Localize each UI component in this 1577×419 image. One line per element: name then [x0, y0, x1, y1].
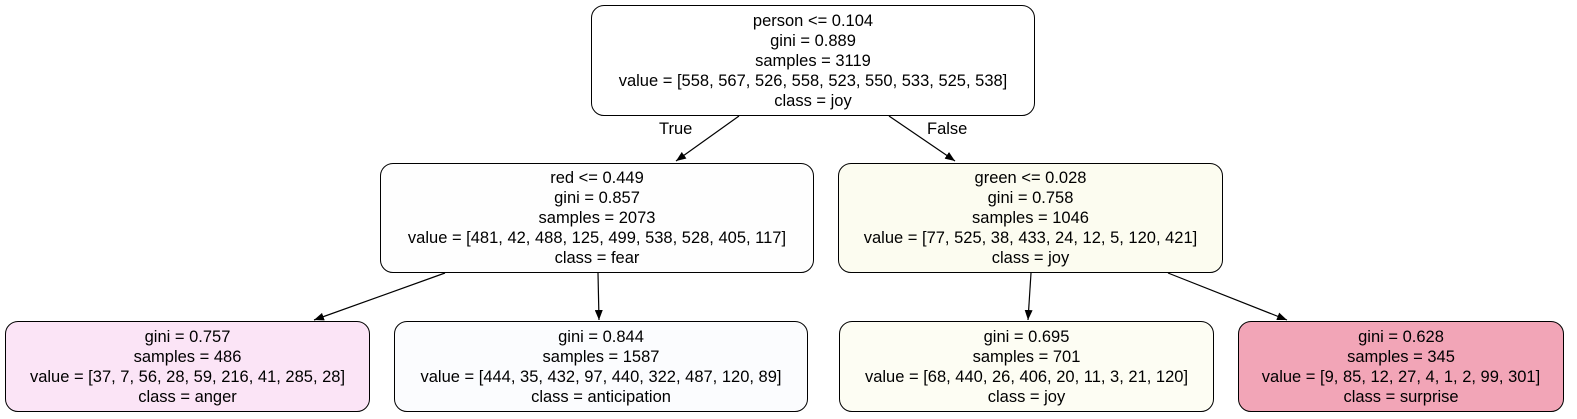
- node-line: gini = 0.844: [558, 327, 644, 346]
- node-line: gini = 0.695: [983, 327, 1070, 346]
- node-line: value = [77, 525, 38, 433, 24, 12, 5, 12…: [863, 229, 1198, 247]
- node-line: samples = 486: [133, 347, 242, 366]
- node-line: green <= 0.028: [974, 169, 1087, 187]
- node-line: value = [481, 42, 488, 125, 499, 538, 52…: [407, 229, 787, 247]
- node-line: samples = 2073: [538, 209, 656, 227]
- tree-node-left: red <= 0.449 gini = 0.857 samples = 2073…: [380, 163, 814, 273]
- edge-left-lr: [594, 272, 603, 321]
- node-line: samples = 345: [1347, 347, 1455, 366]
- edge-right-rl: [1024, 272, 1033, 321]
- tree-leaf-rr: gini = 0.628 samples = 345 value = [9, 8…: [1238, 321, 1564, 412]
- node-line: value = [9, 85, 12, 27, 4, 1, 2, 99, 301…: [1261, 367, 1541, 386]
- edge-left-ll: [313, 272, 446, 321]
- tree-leaf-lr: gini = 0.844 samples = 1587 value = [444…: [394, 321, 808, 412]
- node-line: class = joy: [774, 91, 852, 110]
- node-line: gini = 0.628: [1358, 327, 1444, 346]
- node-line: gini = 0.757: [144, 327, 231, 346]
- node-line: value = [444, 35, 432, 97, 440, 322, 487…: [420, 367, 782, 386]
- node-line: samples = 701: [972, 347, 1081, 366]
- node-line: person <= 0.104: [752, 11, 874, 30]
- node-line: value = [68, 440, 26, 406, 20, 11, 3, 21…: [864, 367, 1189, 386]
- node-line: gini = 0.857: [554, 189, 640, 207]
- tree-node-right: green <= 0.028 gini = 0.758 samples = 10…: [838, 163, 1223, 273]
- node-line: gini = 0.758: [987, 189, 1074, 207]
- node-line: class = joy: [987, 387, 1066, 406]
- node-line: class = surprise: [1343, 387, 1459, 406]
- edge-root-right: [888, 115, 956, 162]
- node-line: class = fear: [554, 249, 640, 267]
- tree-node-root: person <= 0.104 gini = 0.889 samples = 3…: [591, 5, 1035, 116]
- node-line: gini = 0.889: [770, 31, 856, 50]
- node-line: red <= 0.449: [550, 169, 644, 187]
- node-line: samples = 3119: [755, 51, 871, 70]
- node-line: class = anger: [138, 387, 237, 406]
- node-line: class = anticipation: [531, 387, 671, 406]
- edge-root-left: [675, 115, 740, 162]
- tree-leaf-ll: gini = 0.757 samples = 486 value = [37, …: [5, 321, 370, 412]
- node-line: class = joy: [991, 249, 1070, 267]
- edge-right-rr: [1167, 272, 1288, 321]
- node-line: samples = 1587: [542, 347, 660, 366]
- node-line: samples = 1046: [972, 209, 1089, 227]
- node-line: value = [558, 567, 526, 558, 523, 550, 5…: [618, 71, 1008, 90]
- edge-label-true: True: [659, 120, 693, 138]
- tree-leaf-rl: gini = 0.695 samples = 701 value = [68, …: [839, 321, 1214, 412]
- node-line: value = [37, 7, 56, 28, 59, 216, 41, 285…: [29, 367, 346, 386]
- edge-label-false: False: [927, 120, 968, 138]
